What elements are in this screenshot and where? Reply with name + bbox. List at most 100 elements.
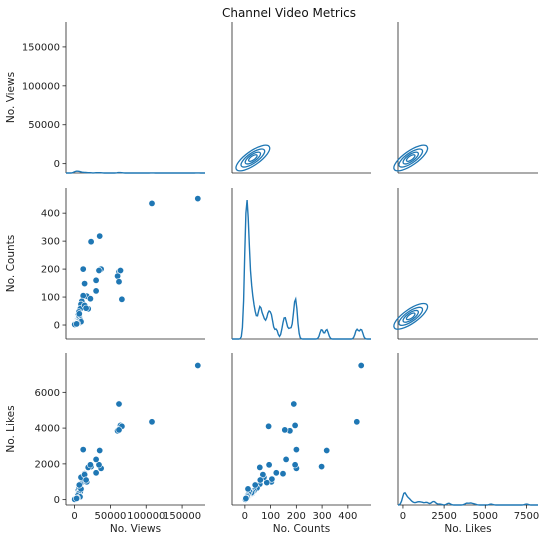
x-axis-label: No. Counts: [273, 523, 330, 535]
density-contour: [398, 148, 424, 168]
scatter-point: [86, 461, 94, 469]
scatter-point: [148, 418, 156, 426]
density-contour: [398, 306, 424, 327]
kde-curve: [232, 200, 371, 340]
y-tick-label: 4000: [35, 424, 60, 435]
scatter-point: [115, 278, 123, 286]
scatter-point: [265, 461, 273, 469]
scatter-point: [115, 426, 123, 434]
y-tick-label: 100000: [22, 81, 60, 92]
scatter-point: [244, 485, 252, 493]
panel-counts-vs-views: 0 100 200 300 400 No. Counts: [5, 188, 205, 340]
kde-curve: [66, 170, 205, 174]
x-tick-label: 0: [242, 511, 248, 522]
scatter-point: [318, 463, 326, 471]
panel-views-vs-likes: [393, 22, 538, 174]
scatter-point: [92, 276, 100, 284]
x-tick-label: 50000: [95, 511, 127, 522]
y-tick-label: 0: [54, 321, 60, 332]
density-contour: [235, 144, 271, 172]
density-contour: [393, 302, 429, 330]
x-tick-label: 150000: [163, 511, 201, 522]
y-axis-label: No. Likes: [5, 405, 17, 452]
scatter-point: [256, 476, 264, 484]
scatter-point: [92, 287, 100, 295]
scatter-point: [86, 295, 94, 303]
y-tick-label: 0: [54, 159, 60, 170]
scatter-point: [281, 426, 289, 434]
panel-likes-vs-counts: 0 100 200 300 400 No. Counts: [231, 353, 371, 535]
panel-counts-vs-counts: [231, 188, 371, 340]
x-tick-label: 300: [313, 511, 332, 522]
scatter-point: [81, 280, 89, 288]
scatter-point: [292, 446, 300, 454]
scatter-point: [92, 469, 100, 477]
scatter-point: [263, 479, 271, 487]
y-axis-label: No. Counts: [5, 235, 17, 292]
x-tick-label: 5000: [473, 511, 498, 522]
x-tick-label: 0: [400, 511, 406, 522]
x-axis-label: No. Likes: [444, 523, 491, 535]
scatter-point: [96, 446, 104, 454]
scatter-point: [194, 195, 202, 203]
scatter-point: [194, 361, 202, 369]
scatter-point: [268, 475, 276, 483]
scatter-point: [290, 400, 298, 408]
scatter-point: [357, 361, 365, 369]
y-axis-label: No. Views: [5, 72, 17, 123]
density-contour: [405, 312, 416, 321]
panel-views-vs-views: 0 50000 100000 150000 No. Views: [5, 22, 205, 174]
density-contour: [402, 151, 420, 165]
scatter-point: [291, 461, 299, 469]
x-tick-label: 100: [261, 511, 280, 522]
y-tick-label: 2000: [35, 459, 60, 470]
scatter-point: [148, 199, 156, 207]
y-tick-label: 50000: [28, 120, 60, 131]
scatter-point: [73, 320, 81, 328]
chart-title: Channel Video Metrics: [222, 6, 356, 20]
panel-views-vs-counts: [231, 22, 371, 174]
scatter-point: [87, 238, 95, 246]
scatter-point: [75, 481, 83, 489]
panel-likes-vs-likes: 0 2500 5000 7500 No. Likes: [397, 353, 539, 535]
x-tick-label: 0: [71, 511, 77, 522]
kde-curve: [397, 491, 538, 506]
scatter-point: [272, 469, 280, 477]
scatter-point: [242, 494, 250, 502]
scatter-point: [79, 446, 87, 454]
y-tick-label: 6000: [35, 388, 60, 399]
density-contour: [402, 309, 420, 323]
scatter-point: [291, 421, 299, 429]
y-tick-label: 300: [41, 237, 60, 248]
x-tick-label: 7500: [514, 511, 539, 522]
scatter-point: [282, 455, 290, 463]
density-contour: [405, 154, 416, 162]
y-tick-label: 150000: [22, 42, 60, 53]
y-tick-label: 100: [41, 293, 60, 304]
scatter-point: [353, 418, 361, 426]
y-tick-label: 0: [54, 495, 60, 506]
scatter-point: [118, 295, 126, 303]
panel-likes-vs-views: 0 2000 4000 6000 No. Likes 0 50000 100000150000…: [5, 353, 205, 535]
scatter-point: [82, 476, 90, 484]
density-contour: [247, 154, 258, 162]
density-contour: [240, 148, 266, 168]
y-tick-label: 200: [41, 265, 60, 276]
scatter-point: [251, 481, 259, 489]
scatter-point: [95, 266, 103, 274]
scatter-point: [73, 494, 81, 502]
scatter-point: [95, 461, 103, 469]
scatter-point: [75, 310, 83, 318]
x-tick-label: 400: [338, 511, 357, 522]
density-contour: [244, 151, 262, 165]
density-contour: [393, 144, 429, 172]
scatter-point: [79, 265, 87, 273]
x-tick-label: 2500: [431, 511, 456, 522]
x-tick-label: 100000: [127, 511, 165, 522]
scatter-point: [115, 400, 123, 408]
panel-counts-vs-likes: [393, 188, 538, 340]
scatter-point: [323, 446, 331, 454]
x-tick-label: 200: [287, 511, 306, 522]
